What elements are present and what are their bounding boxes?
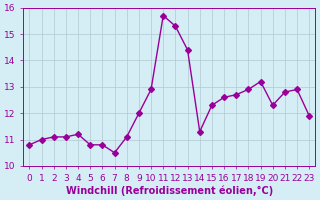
- X-axis label: Windchill (Refroidissement éolien,°C): Windchill (Refroidissement éolien,°C): [66, 185, 273, 196]
